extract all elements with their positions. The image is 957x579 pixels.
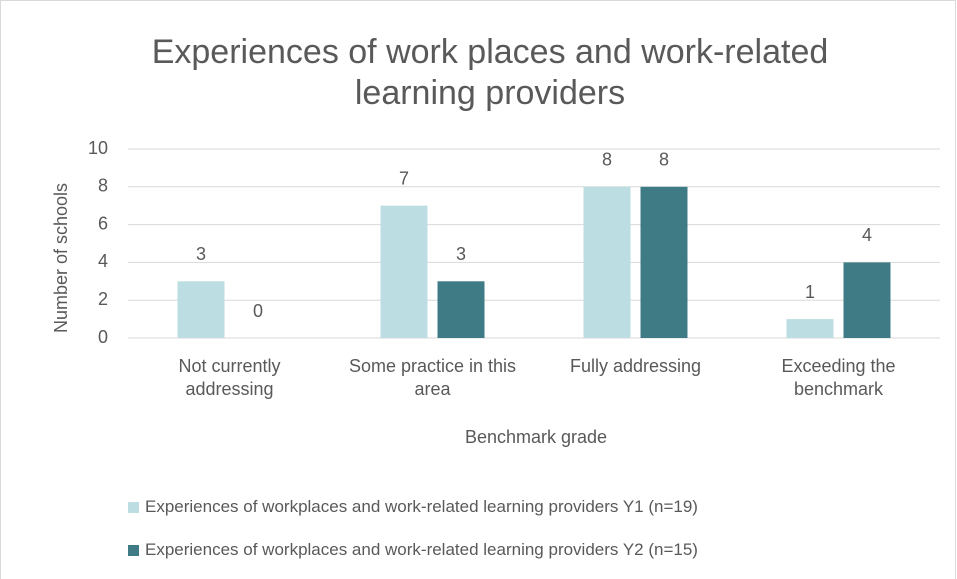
data-label: 4 [862, 225, 872, 245]
bar [843, 262, 891, 338]
bar [437, 281, 485, 338]
chart-title: Experiences of work places and work-rela… [151, 33, 829, 113]
legend-item: Experiences of workplaces and work-relat… [128, 497, 698, 517]
data-label: 3 [456, 244, 466, 264]
bar [583, 186, 631, 338]
data-label: 3 [196, 244, 206, 264]
y-tick-label: 4 [98, 251, 108, 271]
y-tick-label: 6 [98, 213, 108, 233]
y-tick-label: 10 [88, 138, 108, 158]
y-tick-label: 2 [98, 289, 108, 309]
data-label: 8 [602, 150, 612, 170]
x-axis-label: Benchmark grade [465, 427, 607, 447]
legend-swatch [128, 501, 139, 513]
legend-label: Experiences of workplaces and work-relat… [145, 540, 698, 559]
bar [640, 186, 688, 338]
bar [177, 281, 225, 338]
bar [786, 319, 834, 338]
x-tick-label: Not currently addressing [178, 356, 281, 400]
data-label: 1 [805, 282, 815, 302]
bar [380, 205, 428, 338]
y-tick-label: 8 [98, 176, 108, 196]
legend-label: Experiences of workplaces and work-relat… [145, 497, 698, 516]
x-tick-label: Exceeding the benchmark [781, 356, 896, 400]
data-label: 0 [253, 301, 263, 321]
x-tick-label: Fully addressing [569, 356, 702, 376]
y-tick-label: 0 [98, 327, 108, 347]
x-tick-label: Some practice in this area [348, 356, 517, 400]
legend-item: Experiences of workplaces and work-relat… [128, 540, 698, 560]
legend-swatch [128, 544, 139, 556]
data-label: 8 [659, 150, 669, 170]
data-label: 7 [399, 168, 409, 188]
y-axis-label: Number of schools [51, 183, 71, 333]
